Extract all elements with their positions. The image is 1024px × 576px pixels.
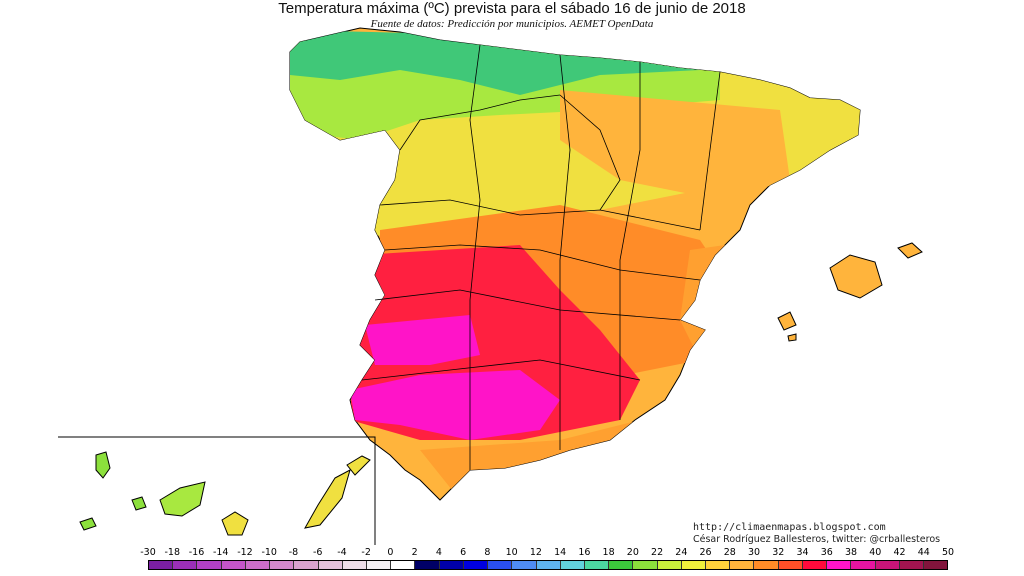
legend-swatch: [270, 561, 295, 569]
map-subtitle: Fuente de datos: Predicción por municipi…: [370, 18, 654, 30]
legend-swatch: [439, 561, 464, 569]
legend-swatch: [391, 561, 416, 569]
legend-label: 8: [484, 547, 491, 558]
island-tenerife: [159, 481, 206, 517]
legend-swatch: [730, 561, 755, 569]
legend-label: 4: [435, 547, 442, 558]
legend-swatch: [488, 561, 513, 569]
legend-label: 26: [699, 547, 712, 558]
legend-label: 16: [578, 547, 591, 558]
legend-swatch: [924, 561, 948, 569]
legend-label: 20: [626, 547, 639, 558]
legend-swatch: [657, 561, 682, 569]
legend-swatch: [197, 561, 222, 569]
legend-label: -18: [164, 547, 180, 558]
legend-label: 42: [893, 547, 906, 558]
island-lanzarote: [346, 455, 371, 476]
legend-swatch: [633, 561, 658, 569]
legend-label: 24: [675, 547, 688, 558]
island-formentera: [787, 333, 797, 342]
legend-swatch: [899, 561, 924, 569]
legend-label: -10: [261, 547, 277, 558]
legend-label: 36: [820, 547, 833, 558]
legend-label: 14: [554, 547, 567, 558]
legend-label: -8: [288, 547, 299, 558]
legend-swatch: [802, 561, 828, 569]
island-fuerteventura: [304, 469, 351, 529]
legend-labels: -30 -18 -16 -14 -12 -10 -8 -6 -4 -2 0 2 4 6 8 10 12 14 16 1…: [0, 547, 1024, 559]
legend-label: 18: [602, 547, 615, 558]
legend-label: -16: [188, 547, 205, 558]
legend-label: 0: [387, 547, 394, 558]
legend-swatch: [875, 561, 900, 569]
zone-guadalquivir: [350, 315, 560, 440]
legend-swatch: [706, 561, 731, 569]
legend-swatch: [366, 561, 392, 569]
balearic-islands: [777, 242, 923, 342]
island-la-palma: [95, 451, 111, 479]
legend-swatch: [754, 561, 779, 569]
legend-swatch: [851, 561, 876, 569]
legend-label: 40: [869, 547, 882, 558]
island-menorca: [897, 242, 923, 259]
map-title: Temperatura máxima (ºC) prevista para el…: [278, 0, 746, 17]
legend-label: 50: [941, 547, 955, 558]
legend-swatch: [778, 561, 803, 569]
legend-swatch: [681, 561, 707, 569]
legend-swatch: [245, 561, 271, 569]
legend-label: -14: [212, 547, 229, 558]
legend-swatch: [609, 561, 634, 569]
legend-swatch: [173, 561, 198, 569]
legend-label: -4: [337, 547, 347, 558]
canary-inset-frame: [58, 436, 376, 545]
legend-swatch: [415, 561, 440, 569]
legend-swatch: [342, 561, 367, 569]
canary-inset: [58, 436, 376, 545]
legend-label: 6: [460, 547, 467, 558]
island-el-hierro: [79, 517, 97, 531]
credit-author: César Rodríguez Ballesteros, twitter: @c…: [693, 534, 941, 545]
legend-label: -2: [361, 547, 371, 558]
island-ibiza: [777, 311, 797, 331]
island-gran-canaria: [221, 511, 249, 536]
legend-label: -6: [312, 547, 323, 558]
zone-ebro-valley: [560, 90, 790, 200]
credit-url: http://climaenmapas.blogspot.com: [693, 522, 886, 533]
legend-label: 32: [772, 547, 785, 558]
legend-label: 22: [651, 547, 664, 558]
legend-swatch: [560, 561, 585, 569]
legend-swatch: [221, 561, 246, 569]
legend-label: 34: [796, 547, 809, 558]
region-borders: [361, 44, 721, 470]
legend-swatch: [149, 561, 174, 569]
legend-swatch: [512, 561, 537, 569]
island-la-gomera: [131, 496, 147, 511]
peninsula: [289, 27, 861, 501]
legend-swatch: [584, 561, 610, 569]
legend-label: 28: [723, 547, 736, 558]
legend-swatch: [463, 561, 489, 569]
legend-swatch: [536, 561, 561, 569]
legend-swatch: [827, 561, 852, 569]
legend-label: 10: [505, 547, 518, 558]
legend-label: 30: [748, 547, 761, 558]
island-mallorca: [829, 254, 883, 299]
legend-label: -12: [237, 547, 253, 558]
legend-label: 38: [844, 547, 858, 558]
legend-label: 12: [529, 547, 542, 558]
legend-label: 2: [411, 547, 418, 558]
legend-color-bar: [148, 560, 948, 570]
zone-east-coast: [680, 240, 760, 360]
legend-swatch: [318, 561, 343, 569]
legend-label: -30: [140, 547, 156, 558]
legend-label: 44: [917, 547, 930, 558]
legend-swatch: [294, 561, 319, 569]
